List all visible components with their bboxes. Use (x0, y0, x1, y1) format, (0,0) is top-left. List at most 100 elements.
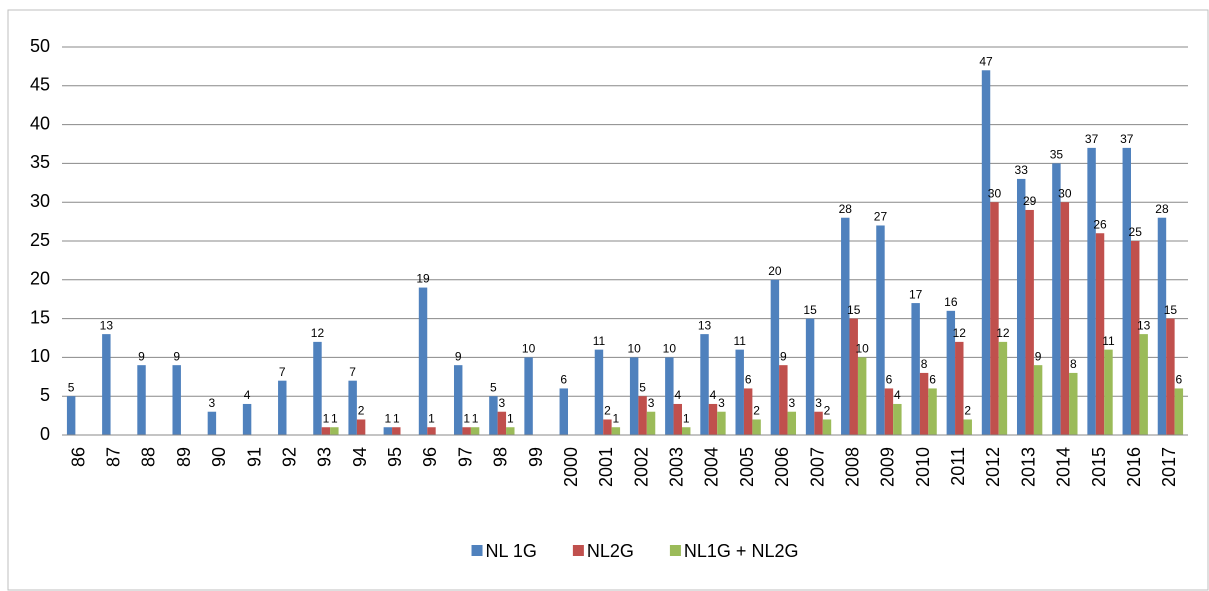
data-label: 11 (593, 334, 606, 348)
bar (559, 388, 568, 435)
data-label: 11 (733, 334, 746, 348)
bar (1069, 372, 1078, 435)
bar (700, 334, 709, 435)
x-tick-label: 2013 (1018, 447, 1038, 487)
bar (462, 427, 471, 435)
data-label: 6 (929, 373, 936, 387)
legend-swatch (471, 545, 483, 556)
bar (857, 357, 867, 435)
bar (392, 427, 401, 435)
x-tick-label: 98 (491, 447, 511, 467)
bar (841, 217, 850, 435)
y-tick-label: 30 (30, 191, 50, 211)
bar (453, 365, 463, 435)
data-label: 30 (988, 186, 1002, 200)
data-label: 47 (979, 54, 993, 68)
x-tick-label: 96 (420, 447, 440, 467)
x-tick-label: 2004 (702, 447, 722, 487)
data-label: 9 (455, 349, 462, 363)
x-tick-label: 2005 (737, 447, 757, 487)
bar (955, 341, 964, 435)
bar (1139, 334, 1148, 435)
data-label: 8 (1070, 357, 1077, 371)
x-tick-label: 2011 (948, 447, 968, 486)
data-label: 3 (499, 396, 506, 410)
x-tick-label: 2001 (596, 447, 616, 487)
data-label: 29 (1023, 194, 1037, 208)
data-label: 6 (886, 373, 893, 387)
bar (1016, 178, 1026, 436)
bar (1122, 147, 1131, 435)
data-label: 12 (311, 326, 325, 340)
x-tick-label: 2009 (878, 447, 898, 487)
data-label: 13 (1137, 318, 1151, 332)
bar (470, 427, 480, 435)
data-label: 19 (416, 272, 430, 286)
bar (963, 419, 972, 435)
bar (321, 427, 331, 435)
x-tick-label: 90 (209, 447, 229, 467)
x-tick-label: 2006 (772, 447, 792, 487)
bar (919, 372, 929, 435)
bar (717, 411, 726, 435)
data-label: 1 (323, 411, 330, 425)
x-tick-label: 2008 (842, 447, 862, 487)
bar (383, 427, 393, 435)
data-label: 4 (710, 388, 717, 402)
x-tick-label: 2003 (667, 447, 687, 487)
x-tick-label: 2012 (983, 447, 1003, 487)
data-label: 5 (68, 380, 75, 394)
data-label: 25 (1129, 225, 1143, 239)
bar (137, 365, 146, 435)
data-label: 33 (1015, 163, 1029, 177)
bar (356, 419, 366, 435)
data-label: 2 (604, 404, 611, 418)
data-label: 3 (209, 396, 216, 410)
x-tick-label: 91 (244, 447, 264, 467)
data-label: 15 (803, 303, 817, 317)
bar (524, 357, 533, 435)
bar (1060, 202, 1070, 435)
data-label: 9 (1035, 349, 1042, 363)
x-tick-label: 95 (385, 447, 405, 467)
bar (418, 287, 428, 435)
bar (489, 396, 498, 435)
bar (102, 334, 111, 435)
y-tick-label: 50 (30, 36, 50, 56)
x-tick-label: 2007 (807, 447, 827, 487)
data-label: 37 (1120, 132, 1134, 146)
bar (928, 388, 937, 435)
data-label: 10 (855, 342, 869, 356)
bar (207, 411, 217, 435)
data-label: 3 (648, 396, 655, 410)
y-tick-label: 15 (30, 307, 50, 327)
data-label: 6 (745, 373, 752, 387)
x-tick-label: 2016 (1124, 447, 1144, 487)
data-label: 1 (463, 411, 470, 425)
bar (1095, 233, 1105, 435)
data-label: 11 (1102, 334, 1115, 348)
bar (427, 427, 436, 435)
bar (665, 357, 674, 435)
data-label: 1 (384, 411, 391, 425)
bar (330, 427, 339, 435)
bar (638, 396, 647, 435)
x-tick-label: 92 (279, 447, 299, 467)
bar (990, 202, 999, 435)
data-label: 30 (1058, 186, 1072, 200)
bar (946, 310, 956, 435)
x-tick-label: 94 (350, 447, 370, 467)
data-label: 6 (1176, 373, 1183, 387)
data-label: 1 (613, 411, 620, 425)
legend-label: NL1G + NL2G (684, 541, 799, 561)
bar (998, 341, 1008, 435)
legend-swatch (572, 545, 584, 556)
bar (66, 396, 76, 435)
data-label: 15 (847, 303, 861, 317)
bar (1174, 388, 1184, 435)
bar (735, 349, 744, 435)
bar (497, 411, 507, 435)
data-label: 20 (768, 264, 782, 278)
data-label: 2 (358, 404, 365, 418)
